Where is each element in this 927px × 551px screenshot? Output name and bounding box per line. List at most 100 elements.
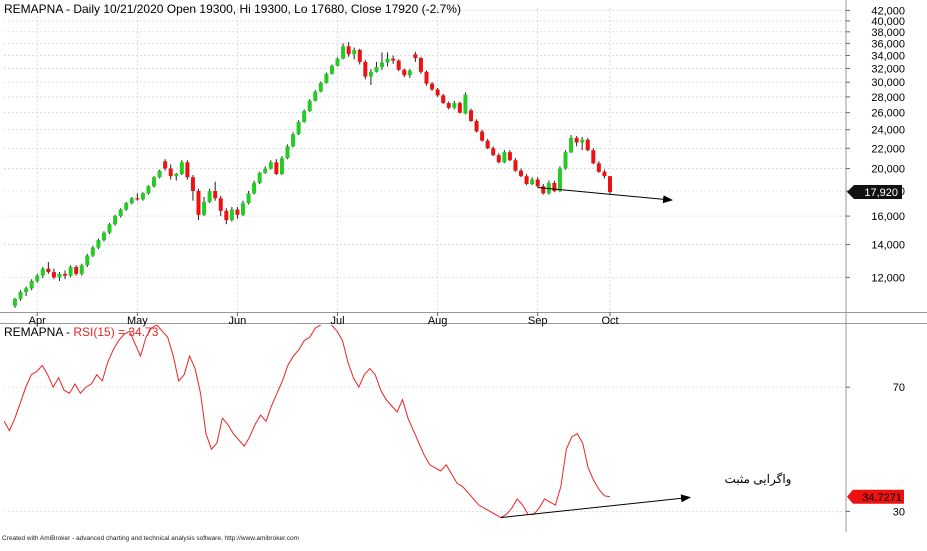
price-candle [496,153,501,164]
price-candle [329,64,334,75]
price-candle [396,59,401,72]
rsi-trendline-arrow [500,494,691,519]
rsi-line [4,325,611,519]
x-tick-label: Oct [601,315,618,327]
price-candle [435,87,440,97]
price-candle [346,42,351,57]
rsi-series [4,325,611,519]
price-candle [163,159,168,171]
price-candle [441,93,446,104]
price-candle [235,206,240,219]
last-price-label: 17,920 [864,187,898,199]
price-candle [596,161,601,173]
price-candle [530,177,535,186]
price-candle [18,290,23,301]
x-tick-label: Aug [428,315,448,327]
price-y-tick-label: 40,000 [871,16,905,28]
price-candle [40,266,45,279]
price-candle [363,59,368,80]
price-candle [229,206,234,222]
price-candle [129,197,134,205]
price-candle [279,156,284,176]
price-candle [118,208,123,218]
x-tick-label: Jun [229,315,247,327]
price-candle [240,200,245,217]
rsi-y-tick-label: 70 [893,382,905,394]
price-trendline-arrow [537,186,673,204]
price-y-tick-label: 24,000 [871,125,905,137]
price-candle [574,136,579,147]
price-candle [502,150,507,164]
price-candle [190,175,195,201]
price-candle [13,297,17,308]
divergence-annotation: واگرایی مثبت [725,472,792,486]
price-candle [24,286,29,296]
price-candle [391,55,396,64]
price-candle [202,197,207,217]
price-candle [380,52,385,70]
price-y-tick-label: 14,000 [871,240,905,252]
price-candle [608,176,612,195]
panel-frames [0,0,927,532]
price-candle [246,191,251,205]
price-candle [569,135,574,154]
price-candle [291,132,296,148]
price-candle [285,144,290,160]
candlestick-series [13,42,612,308]
price-candle [563,150,568,170]
price-candle [135,193,140,201]
price-candle [174,172,179,181]
price-candle [602,169,607,179]
price-candle [179,160,184,176]
price-candle [446,101,451,110]
price-candle [90,246,95,258]
price-candle [63,270,68,280]
price-candle [591,148,596,165]
footer-credit: Created with AmiBroker - advanced charti… [2,535,299,542]
axis-ticks: 12,00014,00016,00018,00020,00022,00024,0… [29,6,905,519]
price-candle [513,158,518,172]
price-candle [74,265,79,276]
price-candle [546,180,551,195]
x-tick-label: Apr [29,315,46,327]
price-candle [124,201,129,211]
price-candle [452,100,457,110]
price-candle [213,181,218,201]
price-candle [352,47,357,60]
price-candle [146,185,151,195]
price-candle [268,160,273,170]
price-candle [85,253,90,267]
rsi-title-indicator: RSI(15) = 34.73 [73,325,158,339]
price-candle [524,173,529,186]
price-y-tick-label: 20,000 [871,164,905,176]
price-candle [474,119,479,133]
price-candle [507,150,512,162]
price-y-tick-label: 28,000 [871,92,905,104]
price-candle [274,159,279,176]
price-candle [335,57,340,67]
price-candle [424,70,429,86]
price-candle [185,160,190,180]
price-candle [113,214,118,226]
price-candle [368,69,373,86]
price-candle [207,188,212,204]
price-y-tick-label: 38,000 [871,27,905,39]
price-candle [357,48,362,65]
price-candle [385,52,390,67]
price-y-tick-label: 42,000 [871,6,905,18]
price-candle [257,171,262,185]
price-y-tick-label: 22,000 [871,143,905,155]
price-candle [480,129,485,142]
price-candle [263,166,268,174]
price-candle [585,137,590,152]
price-candle [318,81,323,93]
price-candle [79,263,84,276]
price-candle [157,169,162,179]
price-candle [463,92,468,115]
price-candle [535,177,540,188]
price-candle [196,188,201,221]
price-candle [541,184,546,195]
price-candle [402,68,407,78]
